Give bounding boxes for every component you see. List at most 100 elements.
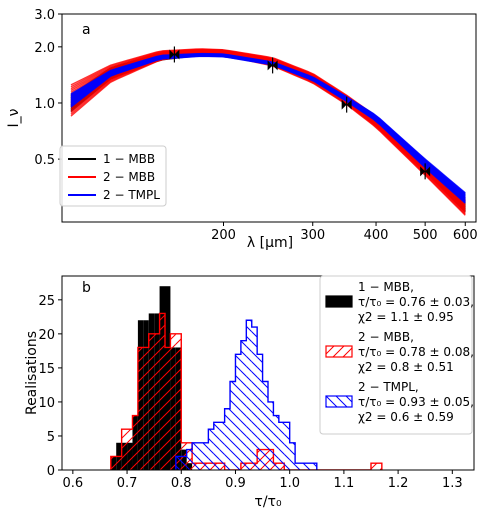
x-ticks-b: 0.6 0.7 0.8 0.9 1.0 1.1 1.2 1.3 bbox=[62, 470, 463, 491]
histogram-bar-2-24 bbox=[311, 463, 317, 470]
legend-b: 1 − MBB,τ/τ₀ = 0.76 ± 0.03,χ2 = 1.1 ± 0.… bbox=[319, 275, 474, 435]
legend-b-label-0-2: χ2 = 1.1 ± 0.95 bbox=[358, 310, 454, 324]
histogram-bar-2-3 bbox=[197, 442, 203, 470]
histogram-bar-1-11 bbox=[175, 333, 182, 470]
x-tick-b-label: 1.3 bbox=[442, 476, 463, 491]
histogram-bar-1-7 bbox=[154, 333, 160, 470]
legend-b-label-2-2: χ2 = 0.6 ± 0.59 bbox=[358, 410, 454, 424]
histogram-bar-2-23 bbox=[305, 463, 312, 470]
sed-panel-a: 200 300 400 500 600 0.5 1.0 2.0 3.0 a λ [μm] I_… bbox=[6, 8, 478, 251]
y-ticks-b: 0 5 10 15 20 25 bbox=[38, 294, 62, 479]
histogram-bar-1-4 bbox=[137, 347, 144, 470]
x-tick-b-label: 1.1 bbox=[334, 476, 355, 491]
y-tick-b-label: 0 bbox=[47, 464, 55, 479]
histogram-bar-1-10 bbox=[170, 333, 176, 470]
legend-b-label-1-0: 2 − MBB, bbox=[358, 330, 414, 344]
histogram-bar-1-6 bbox=[148, 333, 155, 470]
histogram-bar-2-13 bbox=[251, 327, 258, 470]
histogram-bar-1-5 bbox=[143, 347, 149, 470]
x-tick-a-label: 600 bbox=[453, 228, 478, 243]
legend-b-label-1-2: χ2 = 0.8 ± 0.51 bbox=[358, 360, 454, 374]
histogram-bar-1-9 bbox=[165, 347, 171, 470]
legend-b-swatch-0 bbox=[325, 295, 353, 308]
y-tick-a-label: 2.0 bbox=[34, 41, 55, 56]
y-tick-b-label: 15 bbox=[38, 362, 55, 377]
histogram-panel-b: 0.6 0.7 0.8 0.9 1.0 1.1 1.2 1.3 0 5 10 15 20 25 b τ/… bbox=[24, 275, 475, 510]
legend-a: 1 − MBB 2 − MBB 2 − TMPL bbox=[59, 145, 167, 207]
histogram-bar-1-22 bbox=[371, 463, 382, 470]
histogram-bar-2-12 bbox=[246, 320, 252, 470]
histogram-bar-2-18 bbox=[278, 422, 285, 470]
panel-b-label: b bbox=[82, 280, 91, 296]
x-tick-b-label: 1.0 bbox=[279, 476, 300, 491]
histogram-bar-2-20 bbox=[289, 442, 296, 470]
legend-b-label-2-1: τ/τ₀ = 0.93 ± 0.05, bbox=[358, 395, 474, 409]
histogram-bar-2-1 bbox=[186, 449, 193, 470]
observation-point-1 bbox=[267, 57, 278, 74]
y-ticks-a: 0.5 1.0 2.0 3.0 bbox=[34, 8, 62, 168]
legend-b-swatch-2 bbox=[325, 395, 353, 408]
x-tick-b-label: 0.8 bbox=[171, 476, 192, 491]
x-tick-a-label: 500 bbox=[413, 228, 438, 243]
histogram-bar-2-10 bbox=[235, 354, 241, 470]
x-tick-a-label: 400 bbox=[364, 228, 389, 243]
x-axis-label-a: λ [μm] bbox=[247, 235, 293, 251]
histogram-bar-2-2 bbox=[192, 442, 198, 470]
y-tick-a-label: 1.0 bbox=[34, 97, 55, 112]
y-tick-b-label: 20 bbox=[38, 328, 55, 343]
x-tick-b-label: 0.7 bbox=[117, 476, 138, 491]
histogram-bar-1-8 bbox=[159, 313, 165, 470]
x-axis-label-b: τ/τ₀ bbox=[254, 494, 282, 510]
panel-a-label: a bbox=[82, 22, 91, 38]
y-tick-b-label: 5 bbox=[47, 430, 55, 445]
sed-observation-markers bbox=[169, 46, 431, 180]
histogram-bar-2-9 bbox=[230, 381, 236, 470]
histogram-bar-2-17 bbox=[273, 415, 279, 470]
histogram-bar-2-16 bbox=[268, 401, 274, 470]
legend-a-label-2: 2 − TMPL bbox=[103, 188, 160, 202]
legend-b-label-0-1: τ/τ₀ = 0.76 ± 0.03, bbox=[358, 295, 474, 309]
histogram-bar-2-21 bbox=[295, 463, 301, 470]
x-tick-b-label: 1.2 bbox=[388, 476, 409, 491]
legend-a-label-0: 1 − MBB bbox=[103, 152, 155, 166]
histogram-bar-2-7 bbox=[219, 422, 225, 470]
histogram-bar-2-5 bbox=[208, 429, 214, 470]
histogram-bar-2-4 bbox=[202, 442, 209, 470]
legend-b-box bbox=[319, 275, 473, 435]
observation-marker-1 bbox=[267, 60, 278, 71]
y-axis-label-a: I_ν bbox=[6, 108, 22, 127]
y-tick-b-label: 25 bbox=[38, 294, 55, 309]
x-ticks-a: 200 300 400 500 600 bbox=[211, 222, 478, 243]
histogram-bar-2-19 bbox=[284, 422, 290, 470]
plot-b-frame bbox=[61, 275, 475, 471]
histogram-bar-1-3 bbox=[132, 415, 138, 470]
legend-a-label-1: 2 − MBB bbox=[103, 170, 155, 184]
histogram-bar-2-0 bbox=[175, 456, 187, 470]
observation-point-2 bbox=[341, 96, 352, 113]
y-tick-a-label: 3.0 bbox=[34, 8, 55, 23]
histogram-bar-2-14 bbox=[257, 354, 263, 470]
x-tick-a-label: 300 bbox=[300, 228, 325, 243]
histogram-bar-1-0 bbox=[110, 456, 122, 470]
histogram-bar-2-15 bbox=[262, 381, 268, 470]
histogram-bar-2-6 bbox=[213, 422, 220, 470]
histogram-series-2 bbox=[175, 319, 318, 470]
histogram-bar-2-11 bbox=[240, 340, 247, 470]
histogram-bar-1-2 bbox=[127, 429, 133, 470]
legend-b-label-2-0: 2 − TMPL, bbox=[358, 380, 419, 394]
observation-point-3 bbox=[420, 163, 431, 180]
legend-b-label-1-1: τ/τ₀ = 0.78 ± 0.08, bbox=[358, 345, 474, 359]
y-tick-b-label: 10 bbox=[38, 396, 55, 411]
legend-b-label-0-0: 1 − MBB, bbox=[358, 280, 414, 294]
observation-point-0 bbox=[169, 46, 180, 63]
observation-marker-3 bbox=[420, 166, 431, 177]
x-tick-b-label: 0.9 bbox=[225, 476, 246, 491]
observation-marker-2 bbox=[341, 99, 352, 110]
y-tick-a-label: 0.5 bbox=[34, 153, 55, 168]
histogram-outline-2 bbox=[175, 319, 318, 470]
y-axis-label-b: Realisations bbox=[24, 331, 40, 415]
histogram-bar-2-8 bbox=[224, 408, 231, 470]
histogram-bars bbox=[110, 286, 383, 470]
histogram-bar-1-1 bbox=[121, 429, 128, 470]
